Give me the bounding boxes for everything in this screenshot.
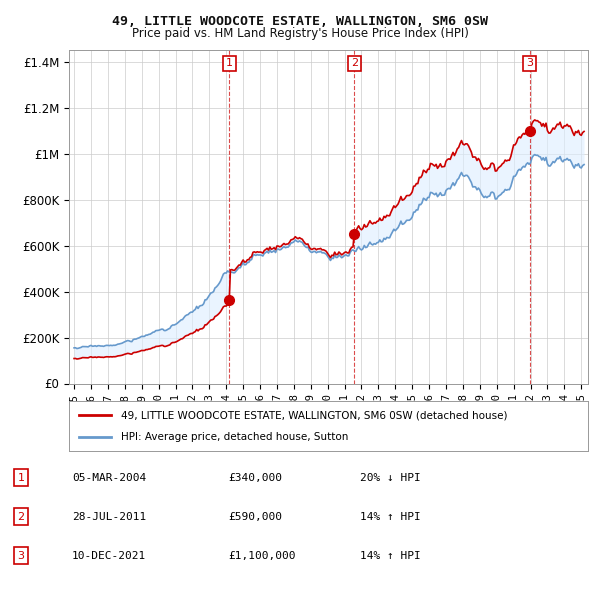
Text: 14% ↑ HPI: 14% ↑ HPI: [360, 512, 421, 522]
Text: 28-JUL-2011: 28-JUL-2011: [72, 512, 146, 522]
Text: 05-MAR-2004: 05-MAR-2004: [72, 473, 146, 483]
Text: 14% ↑ HPI: 14% ↑ HPI: [360, 550, 421, 560]
Text: £1,100,000: £1,100,000: [228, 550, 296, 560]
Text: 3: 3: [526, 58, 533, 68]
Text: 2: 2: [17, 512, 25, 522]
Text: Price paid vs. HM Land Registry's House Price Index (HPI): Price paid vs. HM Land Registry's House …: [131, 27, 469, 40]
Text: 3: 3: [17, 550, 25, 560]
Text: 49, LITTLE WOODCOTE ESTATE, WALLINGTON, SM6 0SW (detached house): 49, LITTLE WOODCOTE ESTATE, WALLINGTON, …: [121, 410, 508, 420]
Text: 1: 1: [226, 58, 233, 68]
Text: 1: 1: [17, 473, 25, 483]
Text: £590,000: £590,000: [228, 512, 282, 522]
Text: 49, LITTLE WOODCOTE ESTATE, WALLINGTON, SM6 0SW: 49, LITTLE WOODCOTE ESTATE, WALLINGTON, …: [112, 15, 488, 28]
Text: 10-DEC-2021: 10-DEC-2021: [72, 550, 146, 560]
Text: £340,000: £340,000: [228, 473, 282, 483]
Text: 20% ↓ HPI: 20% ↓ HPI: [360, 473, 421, 483]
Text: HPI: Average price, detached house, Sutton: HPI: Average price, detached house, Sutt…: [121, 432, 348, 442]
Text: 2: 2: [350, 58, 358, 68]
